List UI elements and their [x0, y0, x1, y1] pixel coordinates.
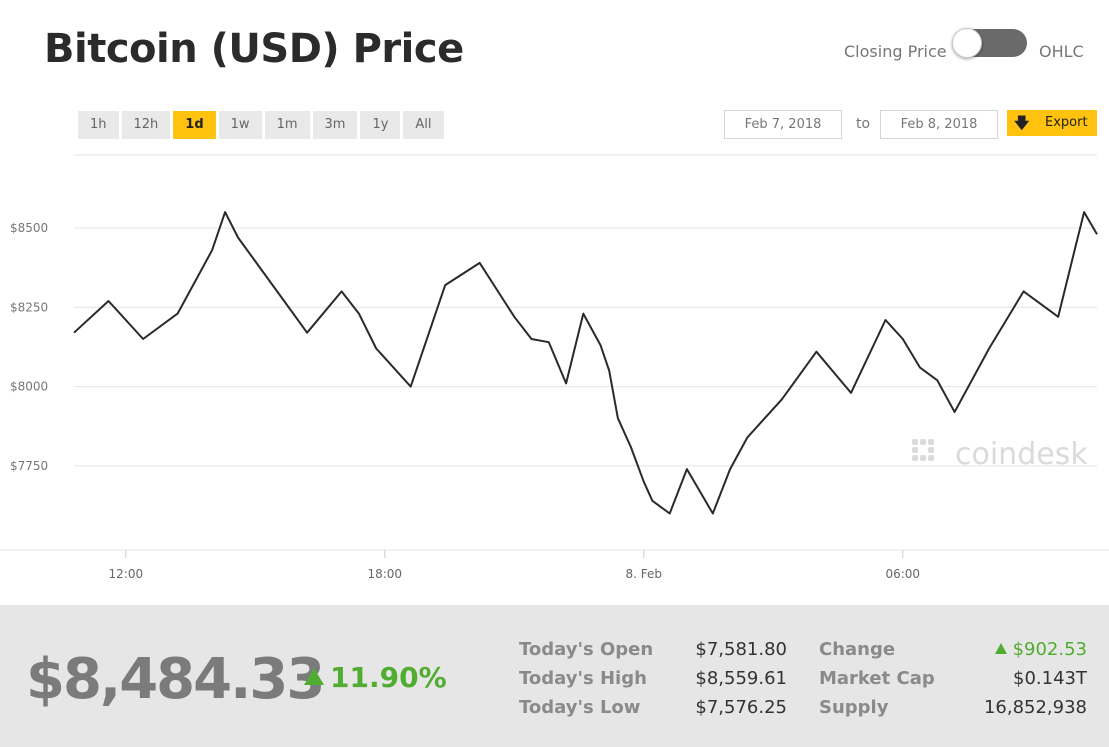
todays-low-value: $7,576.25: [695, 697, 787, 718]
stats-panel: $8,484.33 11.90% Today's Open $7,581.80 …: [0, 605, 1109, 747]
page-title: Bitcoin (USD) Price: [44, 26, 464, 72]
range-button-all[interactable]: All: [403, 111, 444, 139]
price-chart[interactable]: $7750 $8000 $8250 $8500 12:00 18:00 8. Feb 06:0…: [0, 150, 1109, 600]
range-button-1w[interactable]: 1w: [218, 111, 262, 139]
export-label: Export: [1045, 115, 1088, 130]
market-cap-value: $0.143T: [1013, 668, 1087, 689]
watermark-dot: [928, 439, 934, 445]
current-price: $8,484.33: [26, 647, 325, 712]
y-tick-label: $8500: [10, 221, 48, 235]
range-button-12h[interactable]: 12h: [121, 111, 171, 139]
watermark-text: coindesk: [955, 437, 1088, 472]
watermark-dot: [920, 455, 926, 461]
todays-open-label: Today's Open: [519, 639, 654, 660]
date-from-input[interactable]: Feb 7, 2018: [724, 110, 842, 139]
todays-low-label: Today's Low: [519, 697, 641, 718]
todays-high-value: $8,559.61: [695, 668, 787, 689]
watermark-dot: [920, 439, 926, 445]
watermark-dot: [912, 447, 918, 453]
todays-high-label: Today's High: [519, 668, 647, 689]
coindesk-watermark: coindesk: [912, 437, 1088, 472]
x-tick-label: 8. Feb: [626, 567, 663, 581]
watermark-dot: [928, 447, 934, 453]
export-button[interactable]: 🡇 Export: [1007, 110, 1097, 136]
watermark-dot: [928, 455, 934, 461]
toggle-knob[interactable]: [952, 28, 982, 58]
change-label: Change: [819, 639, 896, 660]
change-value-wrap: $902.53: [994, 639, 1087, 660]
chart-mode-toggle[interactable]: [952, 28, 1027, 58]
x-tick-label: 06:00: [885, 567, 920, 581]
download-arrow-icon: 🡇: [1014, 114, 1030, 132]
percent-change-value: 11.90%: [330, 661, 447, 694]
y-tick-label: $8250: [10, 300, 48, 314]
date-to-input[interactable]: Feb 8, 2018: [880, 110, 998, 139]
y-tick-label: $8000: [10, 380, 48, 394]
range-selector: 1h 12h 1d 1w 1m 3m 1y All: [78, 111, 444, 139]
x-tick-label: 18:00: [367, 567, 402, 581]
market-cap-label: Market Cap: [819, 668, 935, 689]
price-line: [73, 211, 1098, 515]
watermark-dot: [912, 455, 918, 461]
y-tick-label: $7750: [10, 459, 48, 473]
range-button-1y[interactable]: 1y: [360, 111, 401, 139]
percent-change: 11.90%: [304, 661, 447, 694]
supply-label: Supply: [819, 697, 889, 718]
change-value: $902.53: [1012, 639, 1087, 660]
range-button-1h[interactable]: 1h: [78, 111, 119, 139]
up-arrow-icon: [304, 668, 324, 685]
watermark-dot: [912, 439, 918, 445]
todays-open-value: $7,581.80: [695, 639, 787, 660]
range-button-1d[interactable]: 1d: [173, 111, 216, 139]
date-separator: to: [856, 116, 871, 132]
range-button-1m[interactable]: 1m: [264, 111, 310, 139]
closing-price-label[interactable]: Closing Price: [844, 42, 947, 61]
x-tick-label: 12:00: [109, 567, 144, 581]
range-button-3m[interactable]: 3m: [312, 111, 358, 139]
up-arrow-icon: [994, 643, 1007, 654]
supply-value: 16,852,938: [983, 697, 1087, 718]
ohlc-label[interactable]: OHLC: [1039, 42, 1084, 61]
